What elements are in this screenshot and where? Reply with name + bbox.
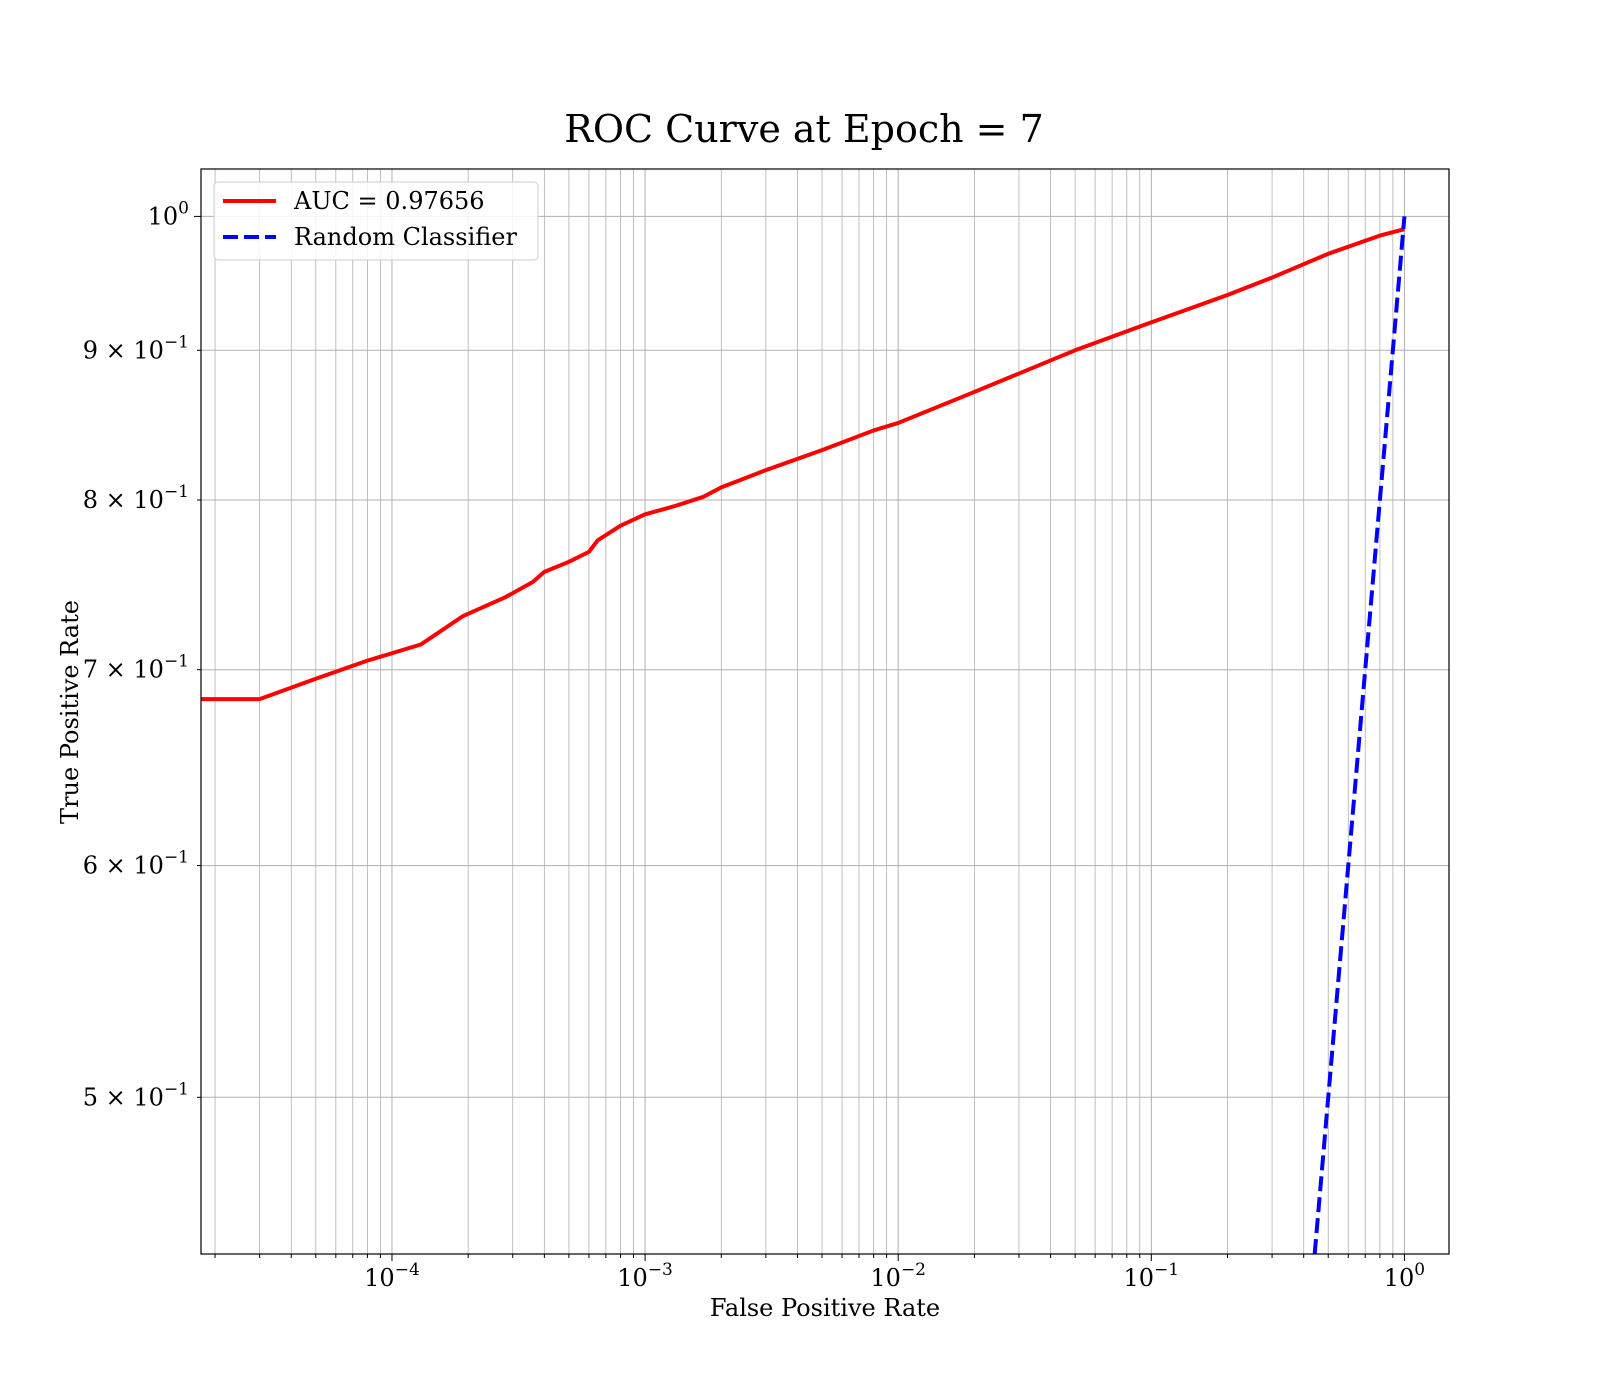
x-tick-label: 10−3 (617, 1260, 673, 1292)
y-tick-label: 8 × 10−1 (83, 482, 189, 514)
x-axis-label: False Positive Rate (710, 1294, 940, 1322)
x-tick-label: 10−2 (870, 1260, 926, 1292)
legend-auc-label: AUC = 0.97656 (293, 187, 485, 215)
grid-lines (201, 169, 1449, 1254)
y-tick-label: 6 × 10−1 (83, 848, 189, 880)
series-layer (201, 216, 1407, 1255)
legend-random-label: Random Classifier (294, 223, 517, 251)
roc-curve-line (201, 227, 1405, 702)
y-tick-label: 7 × 10−1 (83, 652, 189, 684)
y-tick-label: 5 × 10−1 (83, 1079, 189, 1111)
random-classifier-line (1312, 216, 1407, 1255)
legend: AUC = 0.97656 Random Classifier (213, 181, 539, 261)
tick-layer: 100 5 × 10−1 6 × 10−1 7 × 10−1 8 × 10−1 9 × 1… (83, 198, 1425, 1292)
legend-box (213, 181, 539, 261)
y-tick-label: 9 × 10−1 (83, 332, 189, 364)
x-tick-label: 100 (1384, 1260, 1425, 1292)
x-tick-label: 10−1 (1124, 1260, 1180, 1292)
y-axis-label: True Positive Rate (56, 600, 84, 824)
chart-title: ROC Curve at Epoch = 7 (564, 107, 1044, 151)
y-tick-label: 100 (148, 198, 189, 230)
plot-frame (200, 168, 1450, 1255)
x-tick-label: 10−4 (364, 1260, 420, 1292)
